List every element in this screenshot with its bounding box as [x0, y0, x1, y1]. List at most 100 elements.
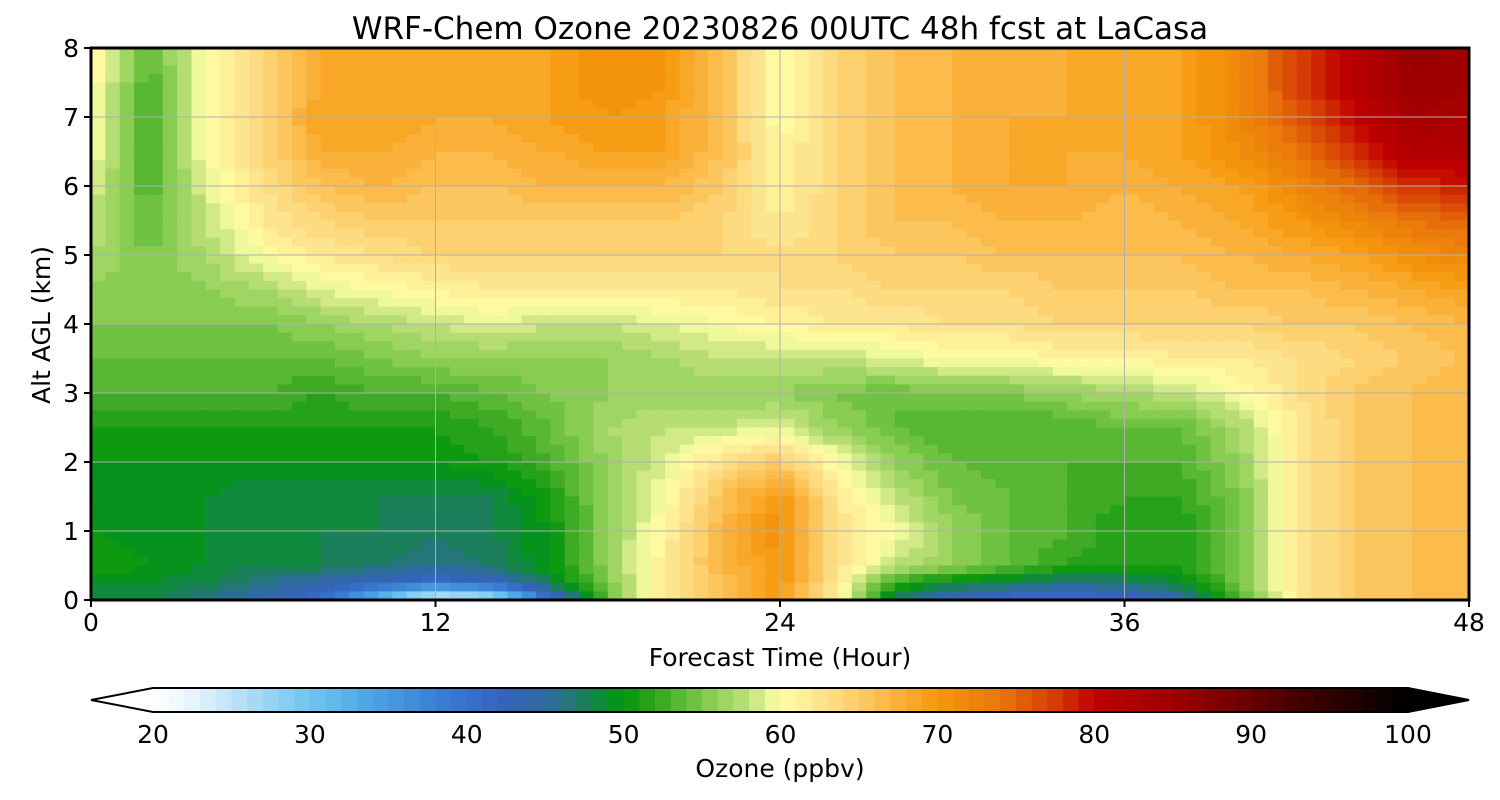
ozone-cell — [406, 263, 422, 273]
ozone-cell — [808, 82, 824, 92]
ozone-cell — [1024, 324, 1039, 334]
ozone-cell — [579, 349, 594, 360]
ozone-cell — [607, 487, 623, 498]
ozone-cell — [937, 272, 953, 282]
ozone-cell — [1268, 470, 1283, 480]
ozone-cell — [665, 108, 681, 118]
ozone-cell — [421, 194, 437, 204]
ozone-cell — [1268, 358, 1283, 368]
ozone-cell — [421, 246, 437, 256]
ozone-cell — [478, 298, 494, 308]
ozone-cell — [1081, 263, 1097, 273]
ozone-cell — [535, 229, 551, 239]
ozone-cell — [966, 410, 982, 420]
ozone-cell — [1009, 229, 1025, 239]
ozone-cell — [91, 470, 106, 480]
ozone-cell — [205, 453, 221, 463]
ozone-cell — [177, 211, 193, 222]
ozone-cell — [837, 56, 853, 66]
ozone-cell — [134, 142, 150, 153]
ozone-cell — [550, 246, 566, 256]
ozone-cell — [636, 117, 652, 127]
ozone-cell — [1095, 341, 1111, 351]
ozone-cell — [794, 470, 810, 480]
ozone-cell — [679, 255, 695, 265]
ozone-cell — [492, 470, 508, 480]
ozone-cell — [579, 375, 594, 385]
ozone-cell — [665, 125, 681, 135]
ozone-cell — [1411, 272, 1427, 282]
ozone-cell — [550, 453, 566, 463]
ozone-cell — [765, 462, 781, 472]
ozone-cell — [550, 186, 566, 196]
ozone-cell — [1210, 263, 1226, 273]
ozone-cell — [607, 168, 623, 178]
ozone-cell — [894, 487, 910, 498]
ozone-cell — [751, 358, 767, 368]
ozone-cell — [349, 375, 365, 385]
ozone-cell — [507, 418, 523, 429]
ozone-cell — [995, 349, 1011, 360]
ozone-cell — [492, 427, 508, 437]
ozone-cell — [679, 384, 695, 394]
ozone-cell — [966, 246, 982, 256]
ozone-cell — [1339, 237, 1355, 247]
ozone-cell — [894, 453, 910, 463]
ozone-cell — [1224, 177, 1240, 187]
ozone-cell — [478, 479, 494, 489]
ozone-cell — [1296, 315, 1312, 325]
ozone-cell — [708, 246, 724, 256]
ozone-cell — [105, 298, 121, 308]
ozone-cell — [866, 211, 882, 222]
ozone-cell — [980, 246, 996, 256]
ozone-cell — [363, 151, 379, 161]
ozone-cell — [1110, 117, 1126, 127]
ozone-cell — [636, 306, 652, 316]
ozone-cell — [191, 410, 207, 420]
ozone-cell — [1440, 384, 1456, 394]
ozone-cell — [1440, 220, 1456, 230]
ozone-cell — [248, 332, 264, 342]
ozone-cell — [607, 246, 623, 256]
ozone-cell — [492, 462, 508, 472]
ozone-cell — [1181, 65, 1197, 75]
ozone-cell — [579, 246, 594, 256]
ozone-cell — [1167, 324, 1183, 334]
ozone-cell — [937, 358, 953, 368]
ozone-cell — [507, 91, 523, 101]
ozone-cell — [937, 125, 953, 135]
ozone-cell — [335, 280, 350, 291]
ozone-cell — [851, 306, 867, 316]
ozone-cell — [1081, 289, 1097, 299]
ozone-cell — [1110, 298, 1126, 308]
ozone-cell — [177, 453, 193, 463]
ozone-cell — [1454, 168, 1470, 178]
ozone-cell — [335, 410, 350, 420]
ozone-cell — [851, 48, 867, 58]
ozone-cell — [952, 203, 968, 213]
ozone-cell — [1253, 237, 1269, 247]
ozone-cell — [995, 487, 1011, 498]
ozone-cell — [909, 263, 925, 273]
ozone-cell — [952, 168, 968, 178]
ozone-cell — [1210, 177, 1226, 187]
ozone-cell — [1382, 453, 1398, 463]
ozone-cell — [205, 255, 221, 265]
ozone-cell — [421, 117, 437, 127]
ozone-cell — [1081, 401, 1097, 411]
ozone-cell — [1110, 487, 1126, 498]
ozone-cell — [1181, 56, 1197, 66]
ozone-cell — [808, 444, 824, 454]
ozone-cell — [306, 393, 322, 403]
ozone-cell — [765, 65, 781, 75]
ozone-cell — [263, 91, 279, 101]
ozone-cell — [1210, 65, 1226, 75]
ozone-cell — [1153, 436, 1169, 446]
ozone-cell — [866, 65, 882, 75]
ozone-cell — [1397, 453, 1413, 463]
ozone-cell — [650, 358, 666, 368]
ozone-cell — [1181, 48, 1197, 58]
ozone-cell — [1354, 151, 1370, 161]
ozone-cell — [1425, 237, 1441, 247]
ozone-cell — [1095, 82, 1111, 92]
